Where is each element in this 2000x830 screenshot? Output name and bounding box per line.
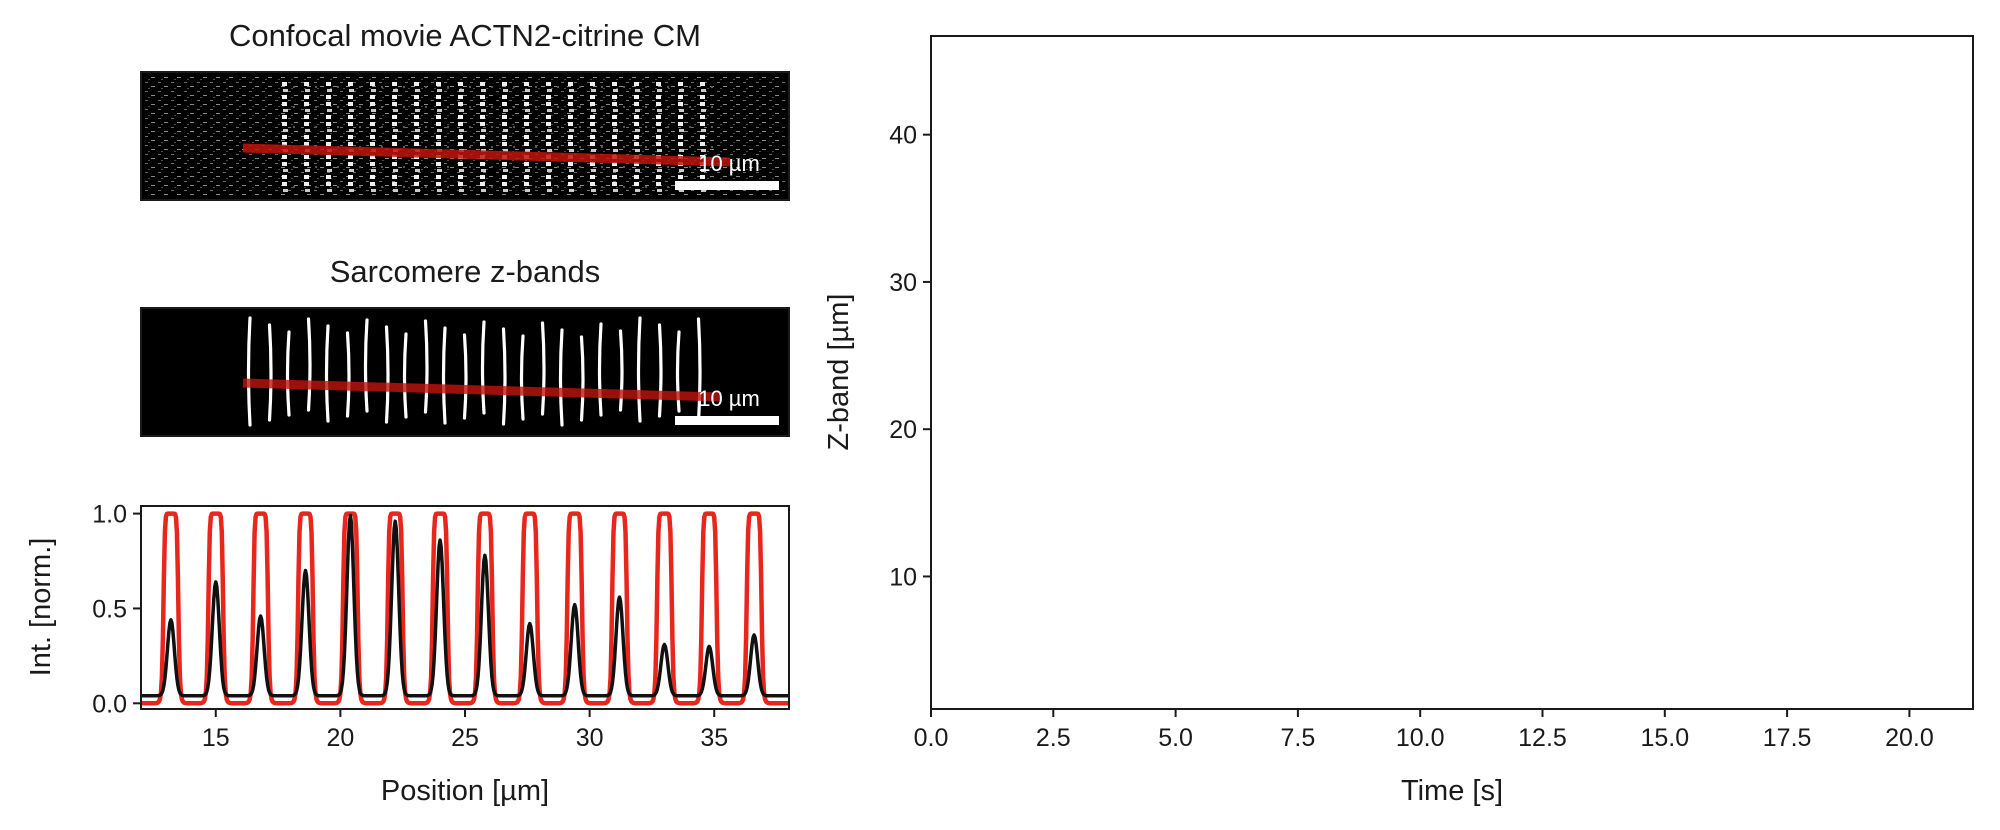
time-y-tick-label: 20 [889,416,917,444]
zband-time-chart: 0.0 2.5 5.0 7.5 10.0 12.5 15.0 17.5 20.0 10 20 30 40… [823,35,1974,807]
intensity-profile-chart: 15 20 25 30 35 0.0 0.5 1.0 Position [µm] Int. [… [25,501,790,807]
zband-stripe [306,317,312,412]
profile-x-tick-label: 35 [700,724,728,752]
confocal-image: 10 µm [140,71,790,201]
zband-stripe [579,335,585,422]
time-y-tick-label: 10 [889,563,917,591]
profile-x-tick-label: 30 [576,724,604,752]
confocal-panel-title: Confocal movie ACTN2-citrine CM [229,18,701,53]
zband-stripe [657,323,663,418]
intensity-profile-line [141,513,789,698]
time-axes-frame [930,35,1974,710]
zband-stripe [696,317,702,424]
zband-stripe [285,330,291,417]
profile-y-axis-label: Int. [norm.] [25,538,57,677]
zband-stripe [675,330,681,413]
profile-y-tick-label: 0.0 [92,690,127,718]
time-x-tick-label: 12.5 [1518,724,1567,752]
zband-stripe [384,325,390,424]
confocal-line-overlay [242,143,731,167]
time-x-tick-label: 0.0 [914,724,949,752]
profile-x-tick-label: 15 [202,724,230,752]
zband-stripe [462,333,468,420]
zband-stripe [363,318,369,413]
zband-stripe [558,328,564,427]
zband-stripe [501,327,507,426]
zband-stripe [618,329,624,412]
zbands-line-overlay [242,378,721,402]
profile-y-tick-label: 0.5 [92,595,127,623]
zband-stripe [345,331,351,418]
time-x-tick-label: 2.5 [1036,724,1071,752]
time-x-axis-label: Time [s] [1401,775,1503,807]
profile-x-axis-label: Position [µm] [381,775,549,807]
zband-stripe [246,316,252,427]
zband-stripe [519,334,525,421]
zband-stripe [636,316,642,423]
profile-y-tick-label: 1.0 [92,501,127,529]
profile-x-tick-label: 25 [451,724,479,752]
time-x-tick-label: 5.0 [1158,724,1193,752]
confocal-scale-bar [675,181,779,190]
time-y-axis-label: Z-band [µm] [823,294,855,451]
zband-stripe [402,332,408,419]
zbands-scale-bar [675,416,779,425]
zbands-image: 10 µm [140,307,790,437]
zbands-panel-title: Sarcomere z-bands [330,254,601,289]
zbands-scale-bar-label: 10 µm [698,386,760,411]
profile-axes-frame [140,505,790,710]
time-x-tick-label: 15.0 [1640,724,1689,752]
zband-stripe [441,326,447,425]
profile-x-tick-label: 20 [326,724,354,752]
zband-stripe [324,324,330,423]
time-y-tick-label: 30 [889,269,917,297]
zband-stripe [540,321,546,416]
zband-stripe [480,320,486,415]
sarcomere-profile-line [141,511,789,706]
zband-stripe [423,319,429,414]
time-x-tick-label: 20.0 [1885,724,1934,752]
confocal-scale-bar-label: 10 µm [698,151,760,176]
zband-stripe [267,323,273,422]
time-x-tick-label: 7.5 [1281,724,1316,752]
zband-stripes [246,316,702,427]
time-x-tick-label: 17.5 [1763,724,1812,752]
time-y-tick-label: 40 [889,122,917,150]
zband-stripe [597,322,603,417]
time-x-tick-label: 10.0 [1396,724,1445,752]
